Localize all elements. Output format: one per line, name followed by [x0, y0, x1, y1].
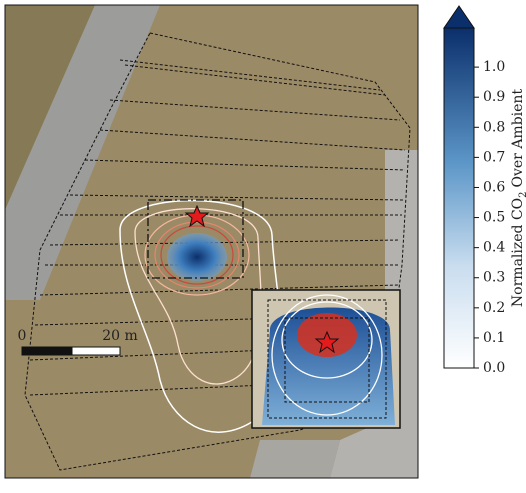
colorbar-tick-label: 0.3: [483, 270, 505, 286]
aerial-map: [4, 4, 419, 479]
source-box: [147, 199, 244, 279]
map-frame: [4, 4, 419, 479]
parking-lot-south: [250, 440, 340, 478]
plume: [167, 233, 227, 281]
colorbar-tick-label: 0.1: [483, 330, 505, 346]
scale-white: [71, 346, 121, 356]
scale-black: [21, 346, 73, 356]
colorbar-body: [443, 27, 475, 369]
scale-end: 20 m: [102, 328, 138, 344]
scale-start: 0: [18, 328, 27, 344]
inset: [251, 289, 401, 429]
source-star: [184, 204, 210, 228]
colorbar-tick-label: 0.6: [483, 179, 505, 195]
label-main: Normalized CO: [510, 198, 526, 307]
label-rest: Over Ambient: [510, 89, 526, 188]
survey-line: [119, 59, 381, 91]
survey-boundary: [24, 32, 411, 471]
colorbar-tick-label: 1.0: [483, 59, 505, 75]
colorbar-extend: [443, 5, 475, 29]
colorbar-tick-label: 0.0: [483, 360, 505, 376]
colorbar-tick-label: 0.8: [483, 119, 505, 135]
colorbar-tick-label: 0.2: [483, 300, 505, 316]
road: [5, 5, 160, 300]
colorbar-label: Normalized CO2 Over Ambient: [510, 89, 526, 308]
scale-bar: 0 20 m: [18, 328, 138, 356]
colorbar-tick-label: 0.9: [483, 89, 505, 105]
label-subscript: 2: [518, 191, 526, 197]
colorbar-tick-label: 0.5: [483, 210, 505, 226]
colorbar: Normalized CO2 Over Ambient 0.0 0.1 0.2 0.3 0…: [443, 5, 526, 376]
colorbar-tick-label: 0.7: [483, 149, 505, 165]
colorbar-tick-label: 0.4: [483, 240, 505, 256]
